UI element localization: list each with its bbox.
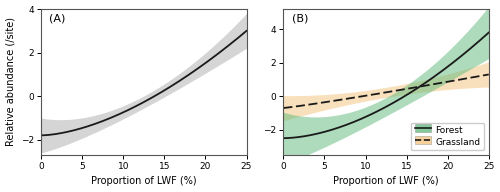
Text: (B): (B) [292,13,308,23]
Legend: Forest, Grassland: Forest, Grassland [411,123,484,150]
X-axis label: Proportion of LWF (%): Proportion of LWF (%) [91,176,196,186]
X-axis label: Proportion of LWF (%): Proportion of LWF (%) [334,176,439,186]
Text: (A): (A) [50,13,66,23]
Y-axis label: Relative abundance (/site): Relative abundance (/site) [6,17,16,146]
